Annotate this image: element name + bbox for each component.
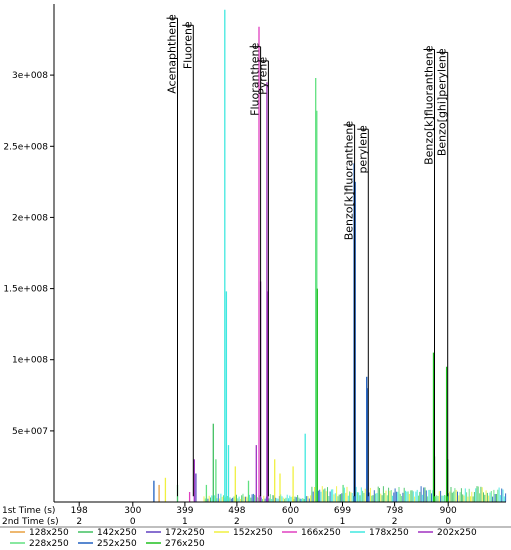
legend-label: 276x250 xyxy=(165,539,205,549)
annotations-layer: Acenaphthene Fluorene FluoranthenePyreneBe… xyxy=(166,14,449,497)
y-tick-label: 5e+007 xyxy=(12,427,48,437)
x-axis-primary-title: 1st Time (s) xyxy=(2,506,55,516)
peak-annotation-label: Benzo[k]fluoranthene xyxy=(343,121,356,241)
x-tick-label-primary: 300 xyxy=(124,506,141,516)
x-tick-label-primary: 699 xyxy=(334,506,351,516)
y-tick-label: 1.5e+008 xyxy=(3,285,48,295)
legend-label: 128x250 xyxy=(29,528,69,538)
x-tick-label-primary: 399 xyxy=(176,506,193,516)
legend-label: 166x250 xyxy=(301,528,341,538)
peak-annotation-label: Acenaphthene xyxy=(166,14,179,94)
x-tick-label-secondary: 2 xyxy=(234,517,240,527)
y-tick-label: 2.5e+008 xyxy=(3,142,48,152)
x-tick-label-primary: 600 xyxy=(282,506,299,516)
peak-annotation-label: Pyrene xyxy=(256,57,269,95)
x-tick-label-secondary: 0 xyxy=(445,517,451,527)
peak-annotation-label: Benzo[ghi]perylene xyxy=(436,48,449,156)
x-tick-label-primary: 900 xyxy=(440,506,457,516)
legend-label: 202x250 xyxy=(437,528,477,538)
legend-label: 172x250 xyxy=(165,528,205,538)
x-tick-label-primary: 798 xyxy=(386,506,403,516)
x-tick-label-primary: 198 xyxy=(71,506,88,516)
x-tick-label-secondary: 0 xyxy=(288,517,294,527)
legend-label: 228x250 xyxy=(29,539,69,549)
x-tick-label-secondary: 0 xyxy=(130,517,136,527)
x-tick-label-secondary: 1 xyxy=(182,517,188,527)
x-tick-label-primary: 498 xyxy=(228,506,245,516)
y-tick-label: 1e+008 xyxy=(12,356,48,366)
peak-annotation-label: perylene xyxy=(356,125,369,174)
x-tick-label-secondary: 1 xyxy=(340,517,346,527)
x-axis-secondary-title: 2nd Time (s) xyxy=(2,517,59,527)
axes-layer xyxy=(53,4,506,503)
legend-label: 252x250 xyxy=(97,539,137,549)
y-ticks-layer: 5e+007 1e+008 1.5e+008 2e+008 2.5e+008 3e+008 xyxy=(3,71,54,437)
legend-label: 178x250 xyxy=(369,528,409,538)
peak-annotation-label: Benzo[k]fluoranthene xyxy=(423,45,436,165)
legend-label: 152x250 xyxy=(233,528,273,538)
peak-annotation-label: Fluorene xyxy=(181,21,194,69)
y-tick-label: 3e+008 xyxy=(12,71,48,81)
x-tick-label-secondary: 2 xyxy=(392,517,398,527)
legend-label: 142x250 xyxy=(97,528,137,538)
x-tick-label-secondary: 2 xyxy=(76,517,82,527)
legend: 128x250 142x250 172x250 152x250 166x250 178x2… xyxy=(10,528,477,549)
y-tick-label: 2e+008 xyxy=(12,213,48,223)
